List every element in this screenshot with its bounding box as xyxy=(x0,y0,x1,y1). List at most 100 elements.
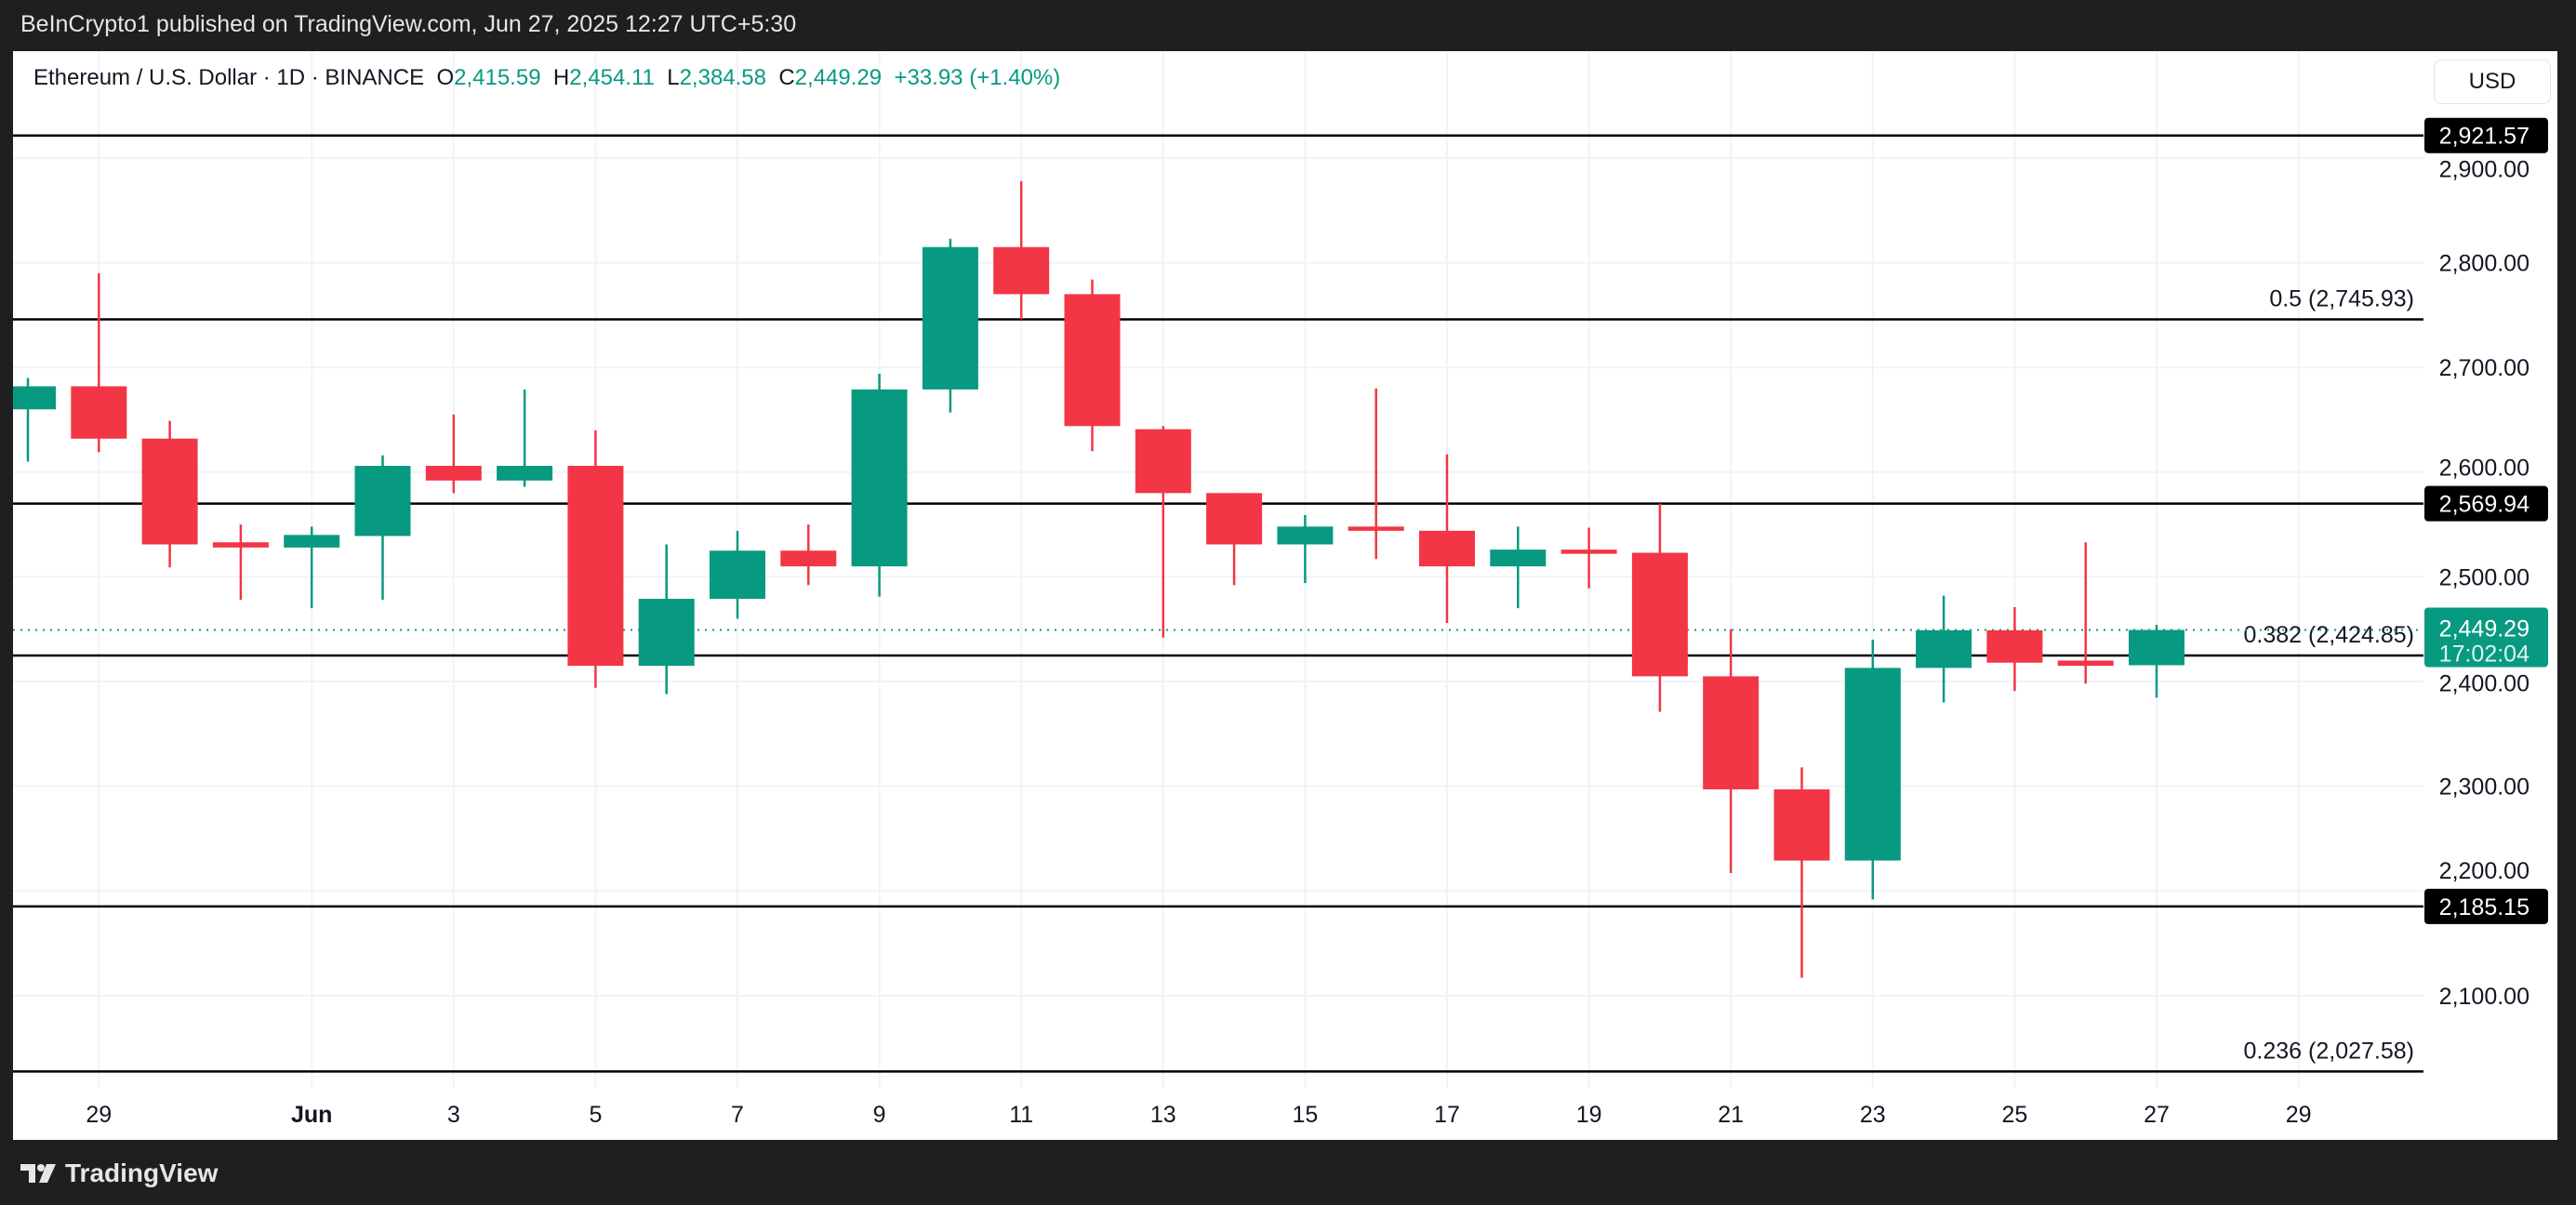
candle[interactable] xyxy=(993,180,1050,320)
candle[interactable] xyxy=(1560,527,1617,589)
candle[interactable] xyxy=(1135,426,1191,638)
price-tick-label: 2,300.00 xyxy=(2439,775,2530,801)
date-tick-label: 23 xyxy=(1860,1102,1886,1128)
candle-body-up xyxy=(354,466,411,536)
candle[interactable] xyxy=(284,526,340,609)
candle-body-down xyxy=(141,438,198,545)
candle[interactable] xyxy=(1206,493,1263,586)
candle-body-up xyxy=(638,599,695,667)
candle[interactable] xyxy=(1064,279,1121,452)
date-tick-label: 25 xyxy=(2001,1102,2027,1128)
level-axis-badge xyxy=(2424,888,2548,924)
candle[interactable] xyxy=(71,272,127,453)
candle-body-up xyxy=(1916,629,1972,669)
change-value: +33.93 (+1.40%) xyxy=(894,65,1061,90)
level-axis-badge xyxy=(2424,117,2548,153)
candle-body-down xyxy=(2057,660,2114,667)
candle-body-down xyxy=(1206,493,1263,545)
candle-body-down xyxy=(1419,530,1475,567)
candle[interactable] xyxy=(922,238,978,413)
price-tick-label: 2,400.00 xyxy=(2439,670,2530,696)
candle-body-up xyxy=(1277,526,1334,545)
candle[interactable] xyxy=(425,414,482,494)
tradingview-logo-icon xyxy=(20,1164,56,1183)
candle[interactable] xyxy=(141,420,198,568)
candle-body-down xyxy=(780,550,837,567)
last-price-label: 2,449.29 xyxy=(2439,616,2530,642)
close-value: 2,449.29 xyxy=(794,65,883,90)
candle[interactable] xyxy=(1844,639,1901,900)
price-tick-label: 2,800.00 xyxy=(2439,251,2530,277)
candle[interactable] xyxy=(1916,595,1972,703)
candle-body-down xyxy=(1348,526,1404,531)
candle[interactable] xyxy=(1490,526,1547,609)
candle[interactable] xyxy=(1419,454,1475,623)
price-tick-label: 2,100.00 xyxy=(2439,984,2530,1010)
candle[interactable] xyxy=(1277,514,1334,584)
chart-panel xyxy=(13,51,2557,1140)
candle-body-up xyxy=(284,535,340,548)
symbol-legend: Ethereum / U.S. Dollar · 1D · BINANCE O2… xyxy=(33,65,1060,91)
close-label: C xyxy=(778,65,795,90)
candle-body-up xyxy=(1844,668,1901,861)
candle[interactable] xyxy=(1631,503,1688,712)
candle-body-down xyxy=(1703,676,1759,789)
candle-body-down xyxy=(567,466,624,667)
date-tick-label: Jun xyxy=(291,1102,332,1128)
candle[interactable] xyxy=(710,530,765,619)
date-tick-label: 13 xyxy=(1150,1102,1176,1128)
high-label: H xyxy=(552,65,570,90)
price-tick-label: 2,700.00 xyxy=(2439,355,2530,381)
candle[interactable] xyxy=(567,430,624,688)
candle[interactable] xyxy=(2129,625,2184,698)
tradingview-logo[interactable]: TradingView xyxy=(20,1159,218,1188)
level-axis-badge xyxy=(2424,485,2548,522)
low-label: L xyxy=(667,65,680,90)
candle[interactable] xyxy=(1773,767,1830,978)
fib-level-label: 0.236 (2,027.58) xyxy=(2244,1038,2414,1064)
date-tick-label: 3 xyxy=(447,1102,460,1128)
candle-body-down xyxy=(71,386,127,439)
tradingview-brand: TradingView xyxy=(65,1159,219,1187)
open-value: 2,415.59 xyxy=(454,65,541,90)
date-tick-label: 29 xyxy=(86,1102,112,1128)
date-tick-label: 15 xyxy=(1292,1102,1318,1128)
candle[interactable] xyxy=(2057,542,2114,684)
bar-countdown-label: 17:02:04 xyxy=(2439,641,2530,667)
candle[interactable] xyxy=(780,524,837,586)
symbol-title[interactable]: Ethereum / U.S. Dollar · 1D · BINANCE xyxy=(33,65,425,90)
publish-header: BeInCrypto1 published on TradingView.com… xyxy=(20,11,797,37)
candle-body-down xyxy=(993,246,1050,295)
candle-body-up xyxy=(710,550,765,600)
candle[interactable] xyxy=(212,524,269,601)
date-tick-label: 9 xyxy=(873,1102,886,1128)
low-value: 2,384.58 xyxy=(679,65,766,90)
candle[interactable] xyxy=(354,455,411,601)
level-axis-label: 2,185.15 xyxy=(2439,894,2530,920)
candle-body-down xyxy=(1064,294,1121,427)
high-value: 2,454.11 xyxy=(569,65,655,90)
candle[interactable] xyxy=(1986,607,2043,692)
candle-body-up xyxy=(13,386,56,410)
candle-body-up xyxy=(851,389,908,567)
candle[interactable] xyxy=(497,389,553,487)
candle-body-down xyxy=(212,542,269,548)
date-tick-label: 19 xyxy=(1576,1102,1602,1128)
date-tick-label: 11 xyxy=(1009,1102,1033,1128)
candle-body-down xyxy=(425,466,482,481)
candle[interactable] xyxy=(0,377,56,462)
date-tick-label: 21 xyxy=(1718,1102,1744,1128)
candle[interactable] xyxy=(1703,629,1759,874)
candle[interactable] xyxy=(638,544,695,695)
fib-level-label: 0.5 (2,745.93) xyxy=(2269,285,2414,311)
last-price-badge xyxy=(2424,607,2548,668)
date-tick-label: 5 xyxy=(589,1102,602,1128)
candle[interactable] xyxy=(1348,388,1404,560)
candle-body-down xyxy=(1773,788,1830,861)
fib-level-label: 0.382 (2,424.85) xyxy=(2244,622,2414,648)
candle[interactable] xyxy=(851,373,908,597)
level-axis-label: 2,569.94 xyxy=(2439,492,2530,518)
price-tick-label: 2,200.00 xyxy=(2439,858,2530,884)
currency-button[interactable]: USD xyxy=(2434,60,2551,104)
